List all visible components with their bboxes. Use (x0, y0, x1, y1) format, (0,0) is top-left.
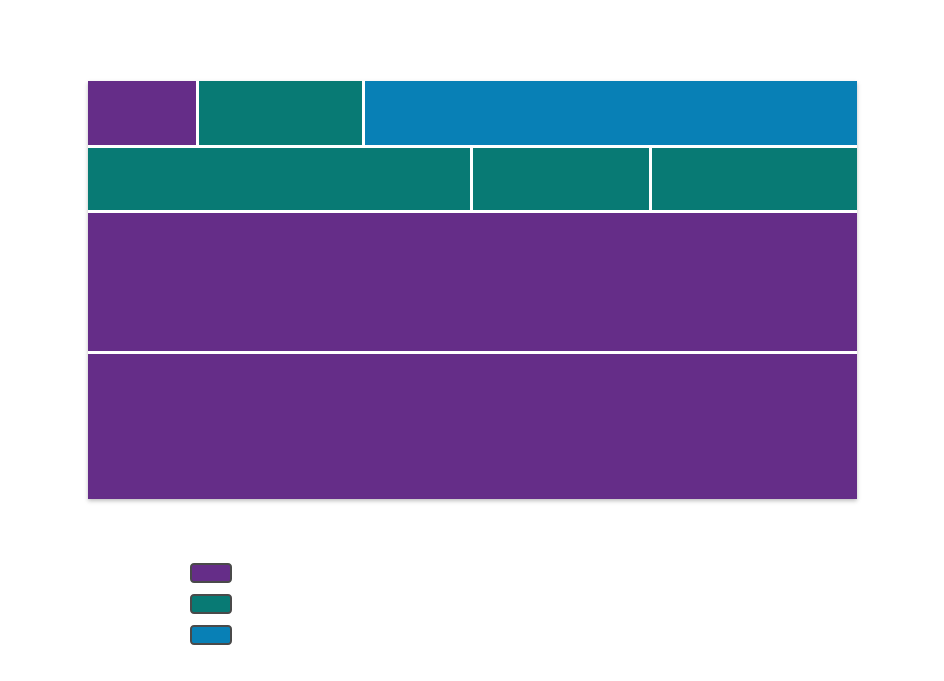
block-r4-c1 (88, 354, 857, 499)
block-r3-c1 (88, 213, 857, 351)
block-r2-c2 (473, 148, 649, 210)
legend-swatch-blue (190, 625, 232, 645)
block-r1-c1 (88, 81, 196, 145)
legend-swatch-purple (190, 563, 232, 583)
block-r2-c3 (652, 148, 857, 210)
legend-swatch-teal (190, 594, 232, 614)
block-r1-c3 (365, 81, 857, 145)
block-r1-c2 (199, 81, 362, 145)
block-diagram (88, 81, 857, 499)
block-r2-c1 (88, 148, 470, 210)
